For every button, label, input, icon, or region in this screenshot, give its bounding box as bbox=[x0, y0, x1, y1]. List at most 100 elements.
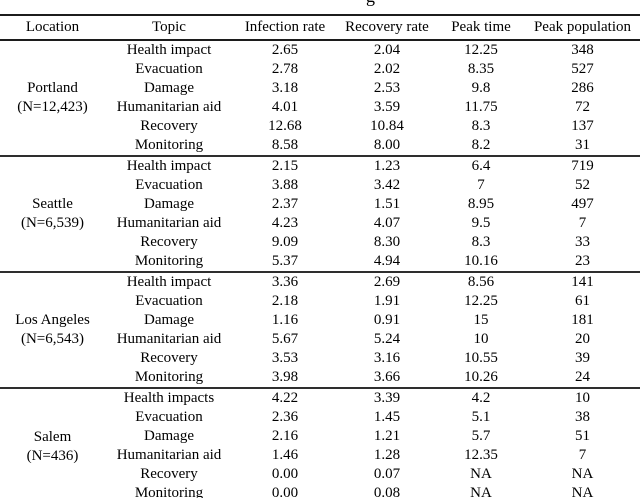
peak-population-cell: 141 bbox=[525, 271, 640, 292]
table-row: Damage 2.16 1.21 5.7 51 bbox=[0, 427, 640, 446]
table-row: Evacuation 2.36 1.45 5.1 38 bbox=[0, 408, 640, 427]
infection-rate-cell: 4.01 bbox=[271, 99, 299, 115]
peak-time-cell: 8.3 bbox=[471, 118, 491, 134]
peak-time-cell: 11.75 bbox=[464, 99, 498, 115]
peak-population-cell: NA bbox=[571, 466, 594, 482]
topic-cell: Humanitarian aid bbox=[116, 215, 222, 231]
table-row: Monitoring 8.58 8.00 8.2 31 bbox=[0, 136, 640, 156]
table-row: Seattle (N=6,539) Health impact 2.15 1.23 6.4… bbox=[0, 155, 640, 272]
recovery-rate-cell: 8.00 bbox=[373, 137, 401, 153]
topic-cell: Monitoring bbox=[134, 369, 204, 385]
peak-time-cell: 7 bbox=[477, 177, 485, 193]
peak-time-cell: 8.3 bbox=[471, 234, 491, 250]
location-cell: Los Angeles (N=6,543) bbox=[0, 271, 105, 388]
topic-cell: Damage bbox=[144, 428, 194, 444]
table-row: Damage 1.16 0.91 15 181 bbox=[0, 311, 640, 330]
table-row: Evacuation 2.78 2.02 8.35 527 bbox=[0, 60, 640, 79]
col-header-infection-rate: Infection rate bbox=[233, 15, 337, 41]
recovery-rate-cell: 1.51 bbox=[373, 196, 401, 212]
recovery-rate-cell: 10.84 bbox=[370, 118, 404, 134]
recovery-rate-cell: 0.07 bbox=[373, 466, 401, 482]
infection-rate-cell: 2.78 bbox=[271, 61, 299, 77]
topic-cell: Health impact bbox=[105, 39, 233, 60]
recovery-rate-cell: 0.91 bbox=[373, 312, 401, 328]
infection-rate-cell: 2.36 bbox=[271, 409, 299, 425]
topic-cell: Humanitarian aid bbox=[116, 99, 222, 115]
infection-rate-cell: 5.37 bbox=[271, 253, 299, 269]
peak-population-cell: 38 bbox=[575, 409, 590, 425]
table-row: Evacuation 3.88 3.42 7 52 bbox=[0, 176, 640, 195]
infection-rate-cell: 12.68 bbox=[268, 118, 302, 134]
topic-cell: Health impacts bbox=[105, 387, 233, 408]
infection-rate-cell: 0.00 bbox=[233, 484, 337, 498]
recovery-rate-cell: 3.66 bbox=[373, 369, 401, 385]
peak-population-cell: 719 bbox=[525, 155, 640, 176]
peak-population-cell: 51 bbox=[575, 428, 590, 444]
table-row: Recovery 12.68 10.84 8.3 137 bbox=[0, 117, 640, 136]
table-row: Monitoring 5.37 4.94 10.16 23 bbox=[0, 252, 640, 272]
recovery-rate-cell: 3.39 bbox=[337, 387, 437, 408]
peak-time-cell: NA bbox=[470, 466, 492, 482]
topic-cell: Damage bbox=[144, 80, 194, 96]
peak-population-cell: 31 bbox=[575, 137, 590, 153]
peak-time-cell: 9.5 bbox=[471, 215, 491, 231]
table-row: Humanitarian aid 1.46 1.28 12.35 7 bbox=[0, 446, 640, 465]
col-header-peak-population: Peak population bbox=[525, 15, 640, 41]
peak-time-cell: 10.26 bbox=[464, 369, 498, 385]
topic-cell: Recovery bbox=[140, 118, 198, 134]
infection-rate-cell: 0.00 bbox=[271, 466, 299, 482]
table-row: Damage 3.18 2.53 9.8 286 bbox=[0, 79, 640, 98]
infection-rate-cell: 2.16 bbox=[271, 428, 299, 444]
infection-rate-cell: 3.36 bbox=[233, 271, 337, 292]
peak-time-cell: 8.95 bbox=[467, 196, 495, 212]
location-cell: Salem (N=436) bbox=[0, 387, 105, 498]
peak-population-cell: 286 bbox=[571, 80, 594, 96]
peak-time-cell: 4.2 bbox=[437, 387, 525, 408]
table-row: Recovery 3.53 3.16 10.55 39 bbox=[0, 349, 640, 368]
peak-time-cell: 12.25 bbox=[464, 293, 498, 309]
peak-time-cell: 6.4 bbox=[437, 155, 525, 176]
peak-population-cell: 137 bbox=[571, 118, 594, 134]
peak-population-cell: 7 bbox=[578, 447, 587, 463]
recovery-rate-cell: 2.04 bbox=[337, 39, 437, 60]
location-cell: Seattle (N=6,539) bbox=[0, 155, 105, 272]
topic-cell: Evacuation bbox=[135, 177, 203, 193]
recovery-rate-cell: 1.28 bbox=[373, 447, 401, 463]
topic-cell: Monitoring bbox=[134, 253, 204, 269]
peak-population-cell: 7 bbox=[578, 215, 587, 231]
header-row: Location Topic Infection rate Recovery r… bbox=[0, 15, 640, 41]
recovery-rate-cell: 3.16 bbox=[373, 350, 401, 366]
caption-fragment-glyph: g bbox=[366, 0, 388, 5]
peak-time-cell: 15 bbox=[473, 312, 489, 328]
table-row: Salem (N=436) Health impacts 4.22 3.39 4.2 10 bbox=[0, 387, 640, 498]
table-row: Humanitarian aid 4.01 3.59 11.75 72 bbox=[0, 98, 640, 117]
recovery-rate-cell: 2.02 bbox=[373, 61, 401, 77]
topic-cell: Damage bbox=[144, 196, 194, 212]
location-sample-size: (N=6,543) bbox=[20, 331, 85, 347]
infection-rate-cell: 3.98 bbox=[271, 369, 299, 385]
topic-cell: Health impact bbox=[105, 271, 233, 292]
location-name: Salem bbox=[33, 428, 72, 445]
table-row: Humanitarian aid 4.23 4.07 9.5 7 bbox=[0, 214, 640, 233]
peak-time-cell: 10 bbox=[473, 331, 489, 347]
recovery-rate-cell: 2.53 bbox=[373, 80, 401, 96]
recovery-rate-cell: 4.07 bbox=[373, 215, 401, 231]
infection-rate-cell: 5.67 bbox=[271, 331, 299, 347]
peak-time-cell: 8.35 bbox=[467, 61, 495, 77]
recovery-rate-cell: 5.24 bbox=[373, 331, 401, 347]
table-row: Recovery 9.09 8.30 8.3 33 bbox=[0, 233, 640, 252]
peak-time-cell: 8.2 bbox=[471, 137, 491, 153]
results-table: Location Topic Infection rate Recovery r… bbox=[0, 14, 640, 498]
peak-time-cell: 9.8 bbox=[471, 80, 491, 96]
table-row: Los Angeles (N=6,543) Health impact 3.36 2.6… bbox=[0, 271, 640, 388]
peak-population-cell: 181 bbox=[571, 312, 594, 328]
peak-population-cell: NA bbox=[525, 484, 640, 498]
peak-population-cell: 72 bbox=[575, 99, 590, 115]
peak-time-cell: 12.35 bbox=[464, 447, 498, 463]
table-row: Damage 2.37 1.51 8.95 497 bbox=[0, 195, 640, 214]
peak-population-cell: 33 bbox=[575, 234, 590, 250]
peak-population-cell: 497 bbox=[571, 196, 594, 212]
topic-cell: Monitoring bbox=[105, 484, 233, 498]
topic-cell: Evacuation bbox=[135, 61, 203, 77]
peak-population-cell: 20 bbox=[575, 331, 590, 347]
